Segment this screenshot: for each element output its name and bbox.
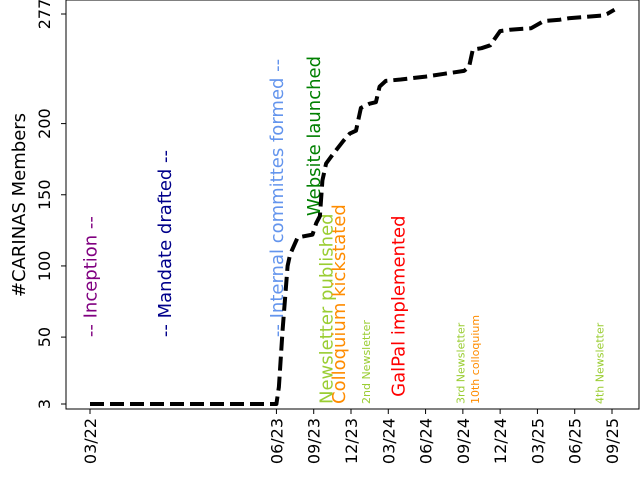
event-annotation: -- Mandate drafted --: [155, 150, 176, 337]
y-axis-label: #CARINAS Members: [9, 113, 30, 297]
series-layer: [90, 7, 616, 406]
x-tick-label: 12/23: [342, 418, 361, 464]
annotation-layer: -- Inception -- -- Mandate drafted -- -- I…: [80, 56, 606, 404]
y-tick-label: 277: [35, 0, 54, 29]
event-annotation: 2nd Newsletter: [360, 320, 373, 404]
x-axis: 03/22 06/23 09/23 12/23 03/24 06/24 09/24 12/24…: [81, 409, 622, 464]
x-tick-label: 09/24: [454, 418, 473, 464]
y-tick-label: 150: [35, 179, 54, 210]
x-tick-label: 03/22: [81, 418, 100, 464]
event-annotation: GalPal implemented: [389, 215, 410, 396]
x-tick-label: 12/24: [491, 418, 510, 464]
event-annotation: -- Internal committes formed --: [267, 59, 288, 337]
y-tick-label: 100: [35, 251, 54, 282]
y-tick-label: 50: [35, 327, 54, 347]
x-tick-label: 06/23: [267, 418, 286, 464]
x-tick-label: 09/23: [305, 418, 324, 464]
event-annotation: Colloquium kickstated: [329, 204, 350, 404]
y-tick-label: 200: [35, 108, 54, 139]
x-tick-label: 03/25: [528, 418, 547, 464]
plot-area-frame: [65, 0, 640, 410]
members-series-line: [90, 7, 616, 406]
x-tick-label: 03/24: [379, 418, 398, 464]
event-annotation: 3rd Newsletter: [454, 322, 467, 404]
event-annotation: -- Inception --: [80, 216, 101, 337]
event-annotation: 4th Newsletter: [594, 322, 607, 404]
x-tick-label: 06/25: [566, 418, 585, 464]
event-annotation: Newsletter published: [317, 213, 338, 404]
x-tick-label: 09/25: [603, 418, 622, 464]
event-annotation: 10th colloquium: [469, 315, 482, 404]
y-axis: 3 50 100 150 200 277: [35, 0, 66, 409]
x-tick-label: 06/24: [417, 418, 436, 464]
y-tick-label: 3: [35, 399, 54, 409]
event-annotation: Website launched: [304, 56, 325, 216]
